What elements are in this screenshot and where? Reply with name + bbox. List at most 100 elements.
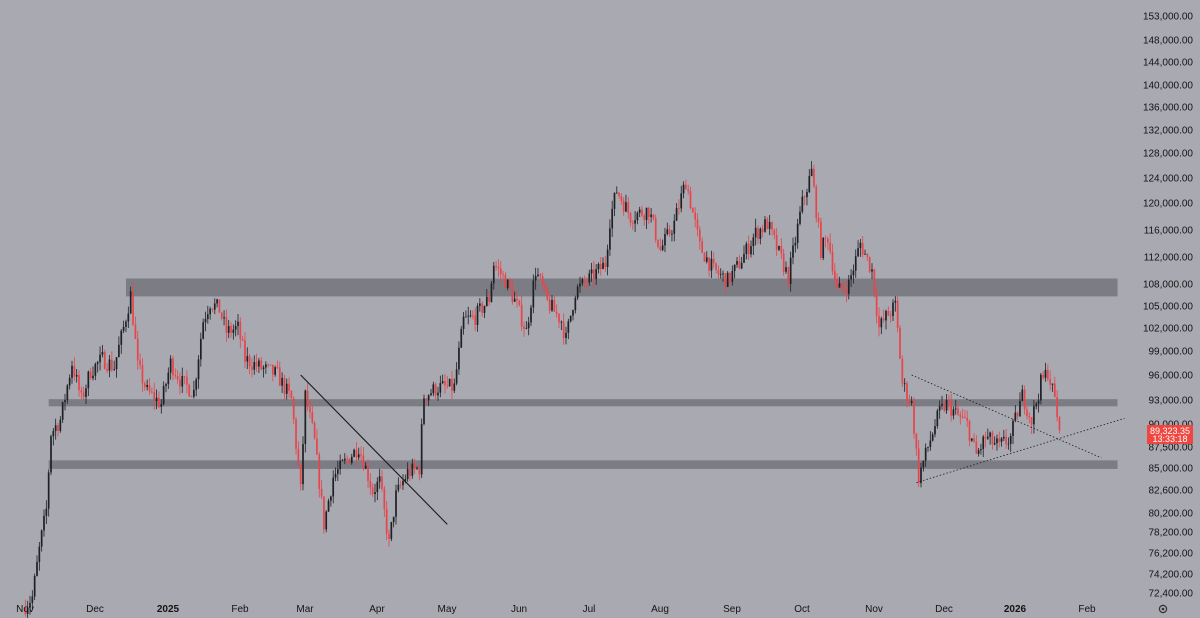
candle-body <box>959 414 962 417</box>
candle-body <box>276 367 279 368</box>
candle-body <box>850 275 852 280</box>
candle-body <box>1044 369 1047 378</box>
candle-body <box>343 458 346 461</box>
last-price-label: 89,323.35 13:33:18 <box>1147 425 1193 444</box>
candle-body <box>278 367 281 386</box>
candle-body <box>682 184 685 194</box>
candle-body <box>71 365 73 378</box>
candle-body <box>336 469 339 474</box>
candle-body <box>376 481 379 493</box>
candle-body <box>1030 417 1033 425</box>
candle-body <box>738 260 741 269</box>
candle-body <box>253 361 256 370</box>
candle-body <box>411 463 414 476</box>
candle-body <box>530 307 532 323</box>
candle-body <box>225 317 228 333</box>
candle-body <box>525 328 528 330</box>
candle-body <box>1040 374 1042 401</box>
candle-body <box>754 227 757 238</box>
candle-body <box>172 358 174 376</box>
candle-body <box>551 300 553 311</box>
sr-zone-0[interactable] <box>125 278 1118 297</box>
candle-body <box>913 401 915 434</box>
candle-body <box>311 412 314 423</box>
candle-body <box>586 282 588 284</box>
candle-body <box>59 419 62 431</box>
candle-body <box>829 242 832 252</box>
candle-body <box>768 222 771 229</box>
candle-body <box>562 321 565 339</box>
trendline-2[interactable] <box>916 417 1125 483</box>
candle-body <box>968 420 971 441</box>
trendline-0[interactable] <box>300 374 448 525</box>
candle-body <box>647 207 650 217</box>
candle-body <box>961 416 964 418</box>
candle-body <box>750 246 752 255</box>
candle-body <box>996 438 998 444</box>
candle-body <box>903 383 906 385</box>
candle-body <box>761 228 764 232</box>
candle-body <box>980 449 982 451</box>
time-axis[interactable]: Nov Dec 2025 Feb Mar Apr May Jun Jul Aug Sep Oct Nov… <box>16 604 1096 615</box>
candle-body <box>945 400 948 411</box>
candle-body <box>993 443 996 445</box>
price-tick-label: 120,000.00 <box>1143 199 1193 210</box>
candle-body <box>998 438 1001 442</box>
sr-zone-1[interactable] <box>48 399 1118 407</box>
candle-body <box>108 359 111 371</box>
candle-body <box>232 329 235 333</box>
candle-body <box>162 385 165 404</box>
candle-body <box>223 317 225 319</box>
candle-body <box>936 410 939 427</box>
candle-body <box>532 280 535 308</box>
trendline-1[interactable] <box>911 374 1102 459</box>
candle-body <box>796 223 799 243</box>
time-tick-label: Jul <box>583 604 596 615</box>
sr-zone-2[interactable] <box>48 460 1118 469</box>
candle-body <box>917 448 920 484</box>
candle-body <box>476 305 479 325</box>
candle-body <box>889 315 892 317</box>
time-tick-label: Dec <box>935 604 953 615</box>
candle-body <box>202 322 205 339</box>
candle-body <box>590 269 593 274</box>
candle-body <box>922 460 925 468</box>
price-tick-label: 153,000.00 <box>1143 12 1193 23</box>
candle-body <box>752 237 755 247</box>
candle-body <box>45 508 48 516</box>
candle-body <box>248 356 251 367</box>
candle-body <box>527 322 530 329</box>
candle-body <box>483 305 486 313</box>
candle-body <box>896 300 899 328</box>
price-tick-label: 82,600.00 <box>1149 486 1194 497</box>
candle-body <box>952 409 955 416</box>
time-tick-label: Apr <box>369 604 385 615</box>
candle-body <box>339 460 342 470</box>
gear-icon[interactable] <box>1158 604 1168 614</box>
candle-body <box>186 376 188 385</box>
candle-body <box>52 430 55 437</box>
candle-body <box>40 530 43 547</box>
candle-body <box>281 377 283 386</box>
candle-body <box>724 273 727 287</box>
candle-body <box>1051 383 1054 385</box>
candle-body <box>204 318 207 323</box>
candle-body <box>553 300 556 312</box>
candle-body <box>520 304 523 327</box>
candle-body <box>82 392 85 397</box>
candle-body <box>141 365 144 384</box>
candle-body <box>239 321 242 340</box>
price-axis[interactable]: 72,400.00 74,200.00 76,200.00 78,200.00 80,2… <box>1143 12 1193 600</box>
candle-body <box>383 488 386 509</box>
candle-body <box>165 384 167 386</box>
candle-body <box>143 383 146 388</box>
candle-body <box>330 496 332 501</box>
candle-body <box>61 402 64 420</box>
candle-body <box>132 291 134 325</box>
candle-body <box>929 440 932 448</box>
candle-body <box>771 222 773 230</box>
candle-body <box>1035 403 1038 407</box>
candle-body <box>455 369 458 384</box>
